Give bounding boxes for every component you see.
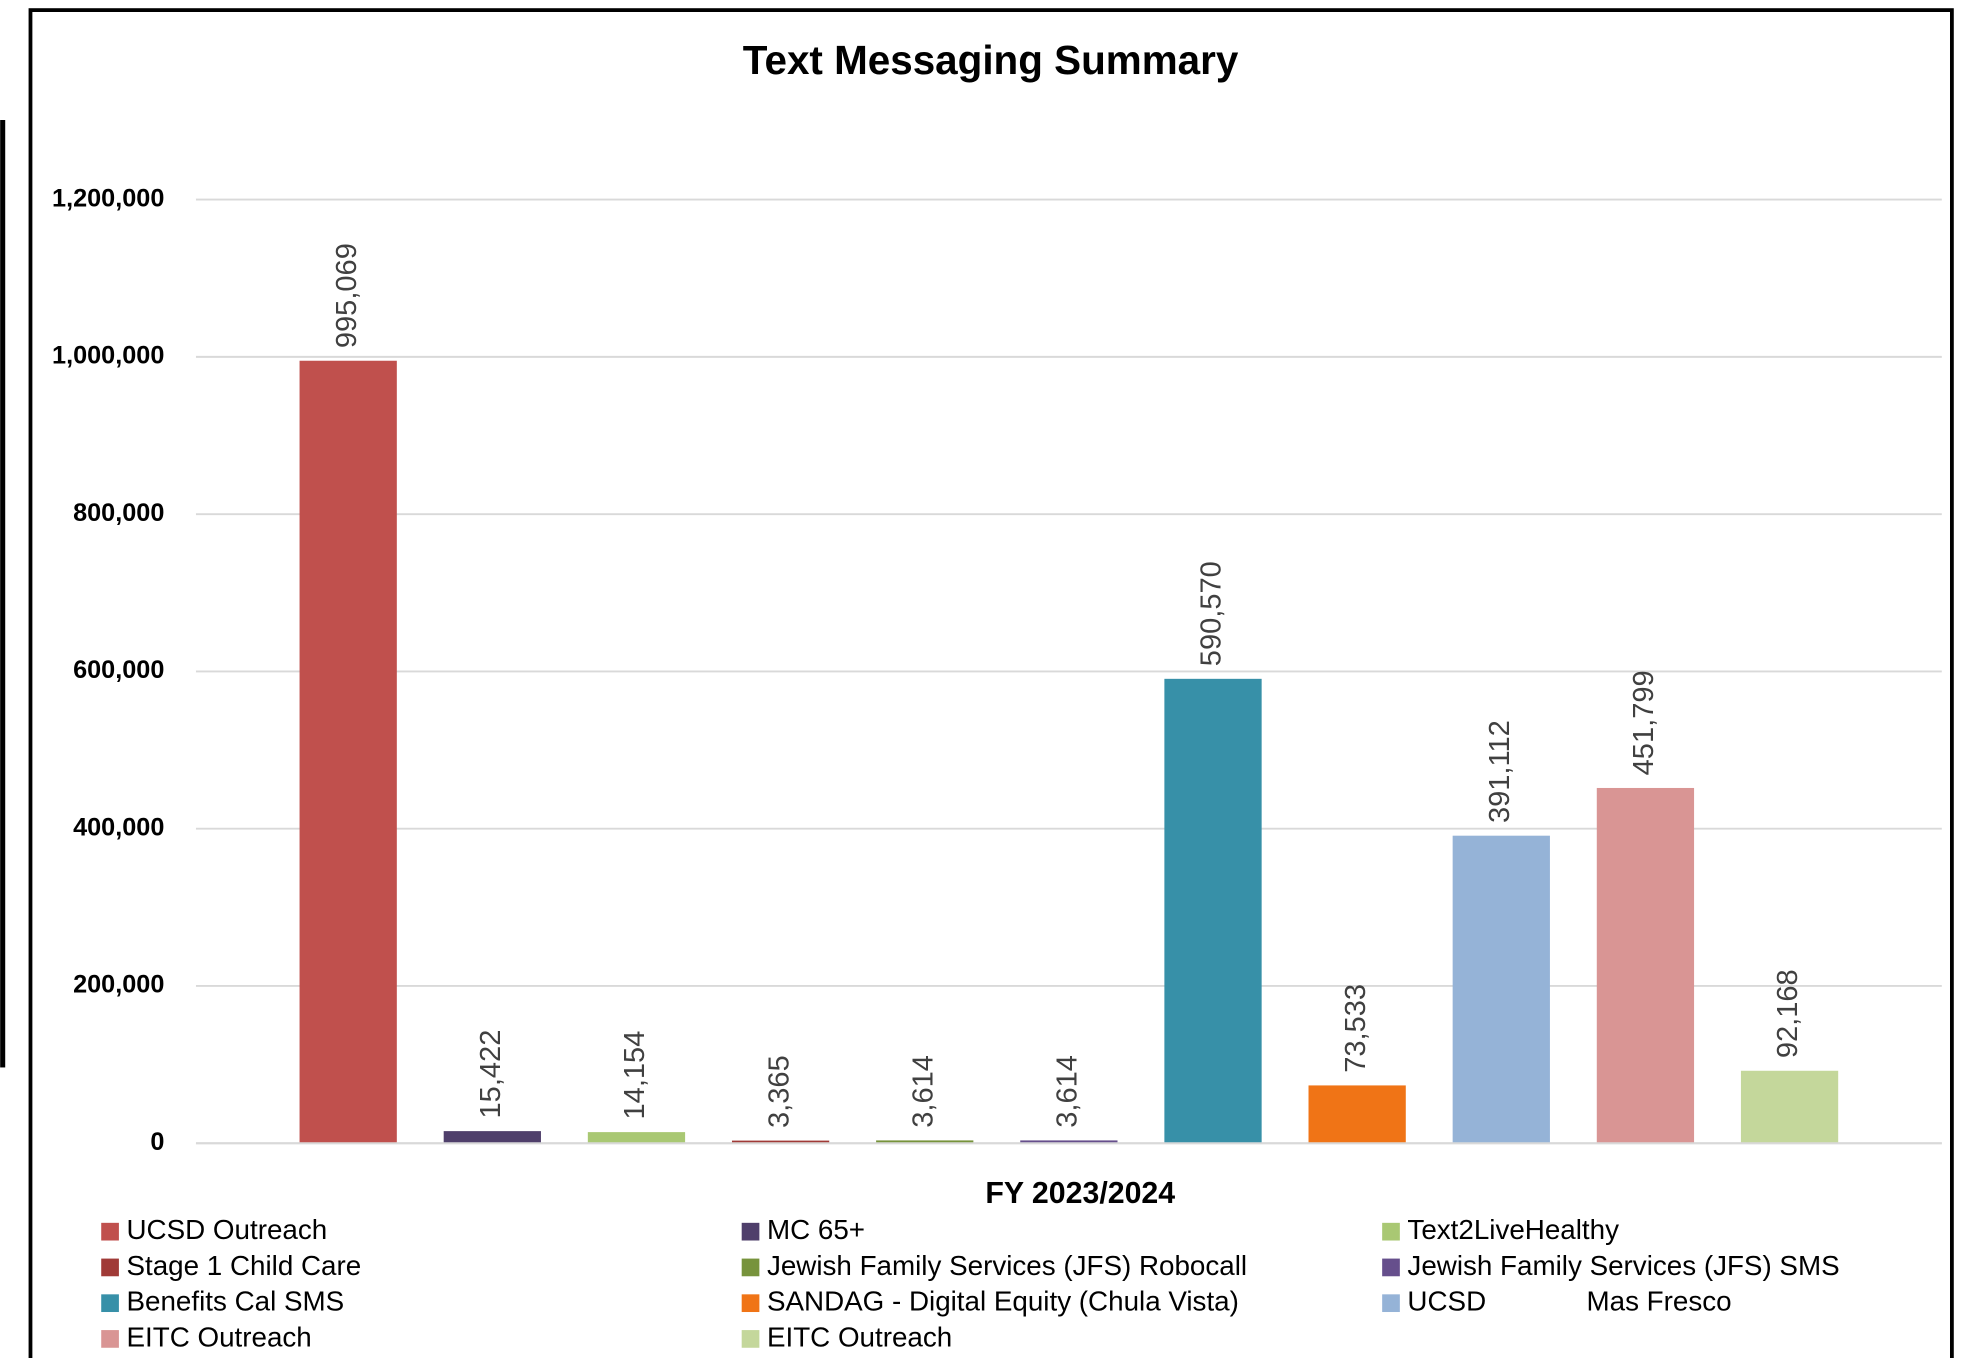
data-label: 15,422 xyxy=(475,1030,507,1119)
legend-swatch xyxy=(1382,1258,1400,1277)
legend-swatch xyxy=(1382,1222,1400,1241)
legend-label: UCSD Mas Fresco xyxy=(1407,1286,1731,1317)
bar xyxy=(876,1140,974,1144)
data-label: 391,112 xyxy=(1484,720,1516,823)
legend-label: Jewish Family Services (JFS) SMS xyxy=(1407,1250,1839,1281)
bar xyxy=(587,1132,686,1144)
bar xyxy=(1740,1070,1839,1144)
legend-label: Jewish Family Services (JFS) Robocall xyxy=(767,1250,1247,1281)
edge-line xyxy=(0,120,6,1068)
bar xyxy=(731,1140,830,1144)
bar xyxy=(1596,787,1695,1144)
chart-title: Text Messaging Summary xyxy=(743,37,1239,83)
legend-swatch xyxy=(741,1222,760,1241)
data-label: 3,365 xyxy=(763,1055,795,1128)
legend-label: EITC Outreach xyxy=(767,1321,952,1352)
y-tick-label: 600,000 xyxy=(73,656,164,684)
y-tick-label: 400,000 xyxy=(73,813,164,841)
data-label: 451,799 xyxy=(1628,670,1660,775)
data-label: 995,069 xyxy=(331,243,363,348)
legend-label: MC 65+ xyxy=(767,1214,865,1245)
bar xyxy=(299,360,397,1144)
legend-label: Stage 1 Child Care xyxy=(126,1250,361,1281)
legend-swatch xyxy=(741,1330,760,1348)
bar xyxy=(1020,1140,1118,1144)
legend-label: UCSD Outreach xyxy=(126,1214,327,1245)
legend-label: SANDAG - Digital Equity (Chula Vista) xyxy=(767,1286,1239,1317)
x-axis-title: FY 2023/2024 xyxy=(985,1177,1175,1210)
bar xyxy=(443,1131,541,1144)
legend-swatch xyxy=(101,1330,119,1348)
legend-swatch xyxy=(101,1222,119,1241)
data-label: 92,168 xyxy=(1772,969,1804,1058)
y-tick-label: 0 xyxy=(150,1128,164,1156)
bar xyxy=(1308,1085,1406,1144)
y-tick-label: 1,200,000 xyxy=(52,184,164,212)
data-label: 3,614 xyxy=(907,1055,939,1128)
legend-swatch xyxy=(741,1258,760,1277)
y-tick-label: 800,000 xyxy=(73,499,164,527)
legend-swatch xyxy=(1382,1294,1400,1313)
legend-label: Benefits Cal SMS xyxy=(126,1286,344,1317)
data-label: 590,570 xyxy=(1196,561,1228,666)
legend-swatch xyxy=(101,1258,119,1277)
legend-swatch xyxy=(741,1294,760,1313)
data-label: 73,533 xyxy=(1340,984,1372,1073)
data-label: 14,154 xyxy=(619,1031,651,1120)
y-tick-label: 1,000,000 xyxy=(52,342,164,370)
data-label: 3,614 xyxy=(1052,1055,1084,1128)
y-tick-label: 200,000 xyxy=(73,971,164,999)
legend-label: Text2LiveHealthy xyxy=(1407,1214,1619,1245)
bar xyxy=(1164,678,1262,1144)
bar xyxy=(1452,835,1550,1144)
legend-swatch xyxy=(101,1294,119,1313)
legend-label: EITC Outreach xyxy=(126,1321,311,1352)
